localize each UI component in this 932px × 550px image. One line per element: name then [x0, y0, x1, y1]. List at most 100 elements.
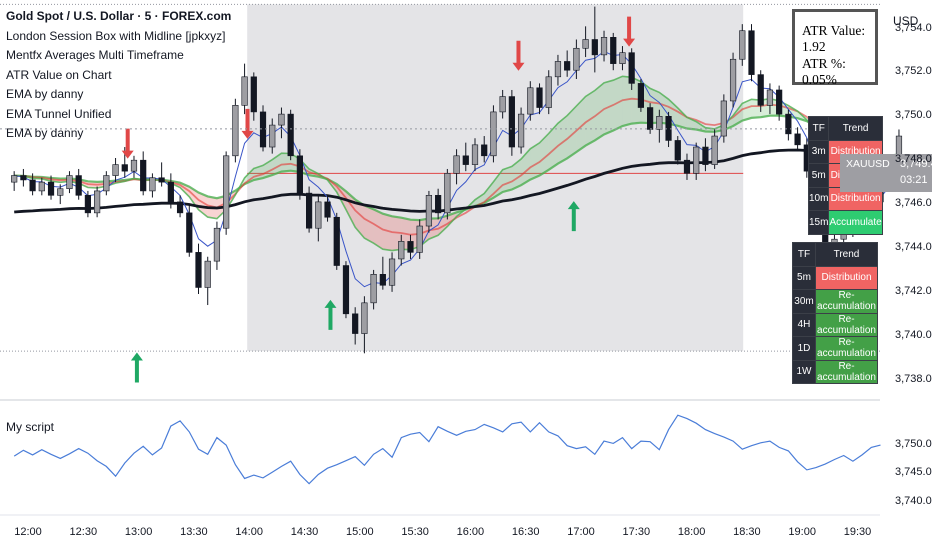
candle-body — [591, 39, 598, 56]
time-axis-tick: 17:30 — [622, 526, 651, 538]
candle-body — [195, 252, 202, 288]
trend-status-cell: Accumulate — [828, 210, 883, 235]
trend-status-cell: Distribution — [815, 265, 878, 290]
ema-tunnel-fill — [382, 213, 393, 251]
buy-arrow-up — [324, 299, 337, 330]
time-axis-tick: 17:00 — [567, 526, 595, 538]
candle-body — [582, 39, 589, 49]
oscillator-axis-tick: 3,750.00 — [895, 437, 932, 450]
ema-tunnel-fill — [373, 209, 383, 250]
candle-body — [94, 190, 101, 214]
time-axis-tick: 14:00 — [235, 526, 263, 538]
candle-body — [186, 212, 193, 253]
time-axis-tick: 18:00 — [677, 526, 706, 538]
candle-body — [176, 201, 184, 214]
trend-status-cell: Re-accumulation — [815, 359, 878, 384]
time-axis-tick: 14:30 — [290, 526, 319, 538]
candle-body — [315, 201, 322, 229]
symbol-label: XAUUSD — [846, 158, 892, 173]
indicator-ema-tunnel[interactable]: EMA Tunnel Unified — [6, 106, 112, 121]
oscillator-title[interactable]: My script — [6, 420, 54, 434]
time-axis-tick: 15:30 — [401, 526, 429, 538]
indicator-mentfx-averages[interactable]: Mentfx Averages Multi Timeframe — [6, 48, 184, 62]
candle-body — [38, 181, 45, 192]
candle-body — [573, 47, 580, 71]
price-axis-tick: 3,746.00 — [895, 197, 932, 210]
ema-tunnel-fill — [364, 205, 374, 244]
price-axis-tick: 3,742.00 — [895, 284, 932, 297]
time-axis-tick: 13:00 — [124, 526, 153, 538]
price-axis-tick: 3,744.00 — [895, 240, 932, 253]
candle-body — [75, 175, 82, 196]
price-axis-tick: 3,754.00 — [895, 21, 932, 34]
candle-body — [333, 216, 340, 266]
candle-body — [66, 175, 73, 190]
atr-percent-text: ATR %: 0.05% — [802, 56, 846, 87]
candle-body — [647, 107, 654, 130]
candle-body — [223, 155, 230, 229]
candle-body — [471, 144, 479, 165]
candle-body — [352, 313, 359, 334]
currency-label[interactable]: USD — [893, 14, 919, 28]
candle-body — [287, 113, 294, 157]
time-axis-tick: 15:00 — [346, 526, 374, 538]
price-axis-tick: 3,752.00 — [895, 65, 932, 78]
candle-body — [453, 155, 460, 174]
indicator-ema-2[interactable]: EMA by danny — [6, 126, 84, 140]
candle-body — [720, 100, 727, 137]
candle-body — [490, 111, 497, 157]
time-axis-tick: 13:30 — [180, 526, 208, 538]
candle-body — [610, 37, 617, 64]
ema-tunnel-fill — [576, 96, 586, 153]
trend-status-cell: Re-accumulation — [815, 312, 878, 337]
candle-body — [250, 76, 257, 113]
candle-body — [656, 116, 663, 130]
oscillator-line — [13, 414, 881, 485]
candle-body — [619, 52, 626, 64]
candle-body — [11, 175, 18, 183]
candle-body — [517, 113, 525, 148]
trend-tf-cell: 1W — [792, 359, 816, 384]
sell-arrow-down — [241, 108, 254, 139]
candle-body — [674, 140, 681, 161]
candle-body — [213, 227, 221, 262]
indicator-session-box[interactable]: London Session Box with Midline [jpkxyz] — [6, 28, 226, 43]
trend-table-header-trend: Trend — [828, 116, 883, 141]
time-axis-tick: 12:00 — [14, 526, 42, 538]
candle-body — [683, 159, 691, 174]
candle-body — [766, 89, 774, 106]
sell-arrow-down — [623, 16, 636, 47]
ema-tunnel-fill — [622, 76, 632, 127]
ema-tunnel-fill — [521, 148, 531, 186]
candle-body — [462, 155, 469, 165]
trend-tf-cell: 15m — [807, 210, 830, 235]
time-axis-tick: 19:30 — [843, 526, 872, 538]
candle-body — [545, 76, 552, 108]
indicator-ema-1[interactable]: EMA by danny — [6, 87, 84, 101]
ema-tunnel-fill — [281, 153, 291, 172]
price-axis-tick: 3,750.00 — [895, 109, 932, 122]
chart-title: Gold Spot / U.S. Dollar · 5 · FOREX.com — [6, 9, 232, 23]
last-price-value: 3,749.43 — [900, 158, 932, 170]
candle-body — [296, 155, 303, 194]
price-axis-tick: 3,748.00 — [895, 153, 932, 166]
candle-body — [527, 87, 534, 115]
candle-body — [481, 144, 488, 157]
trend-tf-cell: 5m — [792, 265, 816, 290]
london-session-box — [247, 4, 744, 352]
last-price-tag[interactable]: XAUUSD 3,749.43 03:21 — [840, 154, 932, 192]
indicator-atr[interactable]: ATR Value on Chart — [6, 67, 112, 82]
candle-body — [388, 258, 396, 286]
candle-body — [379, 274, 386, 286]
candle-body — [628, 52, 635, 84]
time-axis-tick: 19:00 — [788, 526, 816, 538]
atr-panel: ATR Value: 1.92 ATR %: 0.05% — [792, 9, 878, 87]
candle-body — [140, 159, 147, 192]
trend-status-cell: Re-accumulation — [815, 289, 878, 314]
candle-body — [785, 113, 792, 135]
candle-body — [425, 195, 433, 227]
buy-arrow-up — [130, 352, 143, 383]
candle-body — [232, 105, 239, 157]
candle-body — [269, 124, 276, 148]
candle-body — [508, 96, 515, 148]
